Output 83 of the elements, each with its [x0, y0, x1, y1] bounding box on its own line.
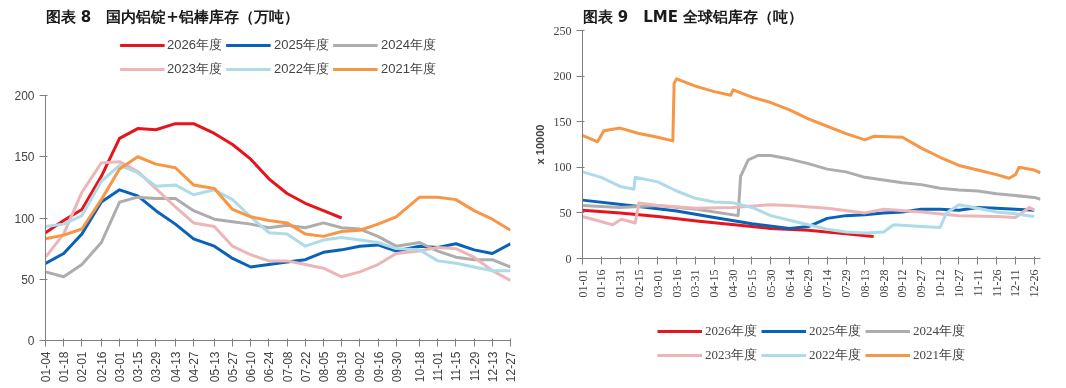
x-tick-label: 03-01 — [650, 269, 665, 298]
x-tick-label: 01-31 — [613, 269, 628, 298]
x-tick-label: 09-27 — [914, 269, 929, 298]
x-tick-label: 07-14 — [820, 269, 835, 298]
x-tick-label: 08-28 — [876, 269, 891, 298]
y-tick-label: 250 — [553, 23, 572, 38]
x-tick-label: 03-29 — [149, 351, 164, 383]
y-tick-label: 0 — [27, 334, 35, 348]
x-tick-label: 09-16 — [371, 351, 386, 383]
x-tick-label: 11-01 — [431, 351, 446, 382]
y-tick-label: 200 — [14, 89, 35, 103]
x-tick-label: 10-12 — [933, 269, 948, 298]
y-tick-label: 100 — [553, 160, 572, 175]
x-tick-label: 01-16 — [594, 269, 609, 298]
y-tick-label: 100 — [14, 211, 35, 226]
x-tick-label: 11-11 — [970, 269, 985, 297]
x-tick-label: 08-13 — [857, 269, 872, 298]
y-tick-label: 50 — [559, 205, 572, 220]
x-tick-label: 02-01 — [75, 351, 90, 383]
x-tick-label: 07-22 — [298, 351, 313, 383]
line-series — [45, 195, 511, 279]
line-series — [582, 208, 876, 239]
x-tick-label: 04-27 — [187, 351, 202, 383]
x-tick-label: 03-31 — [688, 269, 703, 298]
x-tick-label: 11-15 — [449, 351, 464, 382]
x-tick-label: 10-27 — [951, 269, 966, 298]
x-tick-label: 06-29 — [801, 269, 816, 298]
x-tick-label: 03-01 — [113, 351, 128, 383]
x-tick-label: 05-30 — [763, 269, 778, 298]
legend-label: 2022年度 — [809, 345, 861, 364]
chart-title: 图表 9 LME 全球铝库存（吨） — [582, 7, 804, 26]
line-series — [45, 155, 511, 241]
x-tick-label: 03-15 — [131, 351, 146, 383]
x-tick-label: 02-15 — [631, 269, 646, 298]
line-series — [582, 77, 1041, 180]
legend-label: 2023年度 — [167, 59, 223, 78]
x-tick-label: 08-19 — [335, 351, 350, 383]
x-tick-label: 09-12 — [895, 269, 910, 298]
legend-label: 2021年度 — [913, 345, 965, 364]
legend-label: 2025年度 — [274, 35, 329, 54]
x-tick-label: 04-30 — [726, 269, 741, 298]
x-tick-label: 05-13 — [207, 351, 222, 383]
x-tick-label: 06-24 — [262, 351, 277, 383]
x-tick-label: 12-11 — [1008, 269, 1023, 298]
x-tick-label: 01-04 — [39, 351, 53, 383]
y-tick-label: 150 — [553, 114, 572, 129]
line-series — [582, 170, 1036, 235]
x-tick-label: 05-15 — [744, 269, 759, 298]
x-tick-label: 06-14 — [782, 269, 797, 298]
y-tick-label: 150 — [14, 150, 35, 165]
x-tick-label: 10-18 — [413, 351, 428, 383]
legend-label: 2024年度 — [380, 35, 436, 54]
x-tick-label: 07-08 — [280, 351, 295, 383]
legend-label: 2021年度 — [380, 59, 436, 78]
x-tick-label: 07-29 — [839, 269, 854, 298]
legend-label: 2026年度 — [705, 321, 757, 340]
x-tick-label: 02-16 — [94, 351, 109, 383]
x-tick-label: 06-10 — [244, 351, 259, 383]
x-tick-label: 11-26 — [989, 269, 1004, 298]
x-tick-label: 12-13 — [485, 351, 500, 383]
y-tick-label: 0 — [565, 251, 572, 266]
x-tick-label: 12-26 — [1027, 269, 1042, 298]
x-tick-label: 01-01 — [575, 269, 590, 298]
x-tick-label: 08-05 — [316, 351, 331, 383]
legend-label: 2025年度 — [809, 321, 861, 340]
x-tick-label: 05-27 — [226, 351, 241, 383]
x-tick-label: 12-27 — [504, 351, 518, 383]
y-tick-label: 50 — [21, 272, 35, 287]
x-tick-label: 01-18 — [57, 351, 72, 383]
x-tick-label: 09-02 — [353, 351, 368, 383]
y-axis-title: x 10000 — [533, 124, 546, 165]
x-tick-label: 04-13 — [168, 351, 183, 383]
legend-label: 2023年度 — [705, 345, 757, 364]
x-tick-label: 04-15 — [707, 269, 722, 298]
y-tick-label: 200 — [553, 69, 572, 84]
x-tick-label: 11-29 — [467, 351, 482, 382]
legend-label: 2024年度 — [913, 321, 965, 340]
x-tick-label: 09-30 — [389, 351, 404, 383]
x-tick-label: 03-16 — [669, 269, 684, 298]
legend-label: 2022年度 — [274, 59, 329, 78]
line-series — [45, 122, 344, 235]
legend-label: 2026年度 — [167, 35, 223, 54]
chart-title: 图表 8 国内铝锭+铝棒库存（万吨） — [45, 7, 299, 26]
